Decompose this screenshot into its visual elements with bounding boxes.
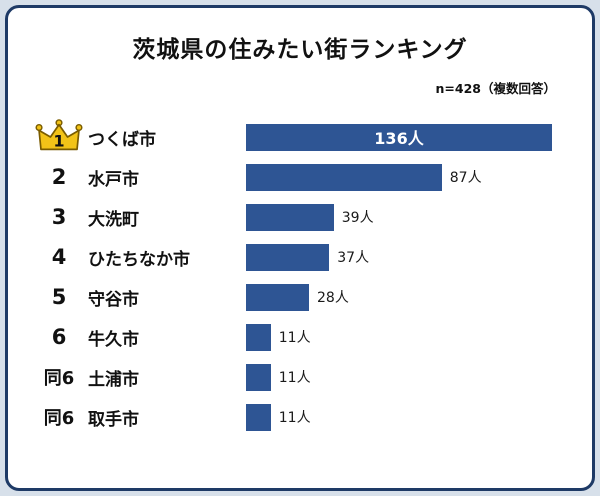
rank-label: 5	[51, 285, 67, 309]
bar	[246, 323, 271, 351]
rank-label: 同6	[43, 368, 75, 389]
city-label: ひたちなか市	[88, 249, 190, 270]
city-label: 土浦市	[88, 369, 139, 390]
ranking-row: 3 大洗町 39人	[30, 197, 570, 237]
rank-label: 2	[51, 165, 67, 189]
value-label: 28人	[317, 290, 349, 306]
bar-track: 11人	[246, 403, 552, 431]
chart-title: 茨城県の住みたい街ランキング	[132, 37, 468, 63]
value-label: 11人	[278, 370, 311, 386]
bar	[246, 243, 330, 271]
city-label: 牛久市	[88, 329, 139, 350]
value-label: 39人	[341, 210, 374, 226]
bar: 136人	[246, 123, 552, 151]
value-label: 11人	[278, 410, 311, 426]
city-label: 取手市	[88, 409, 139, 430]
ranking-row: 6 牛久市 11人	[30, 317, 570, 357]
city-label: 守谷市	[88, 289, 139, 310]
value-label: 37人	[337, 250, 370, 266]
bar-track: 37人	[246, 243, 552, 271]
value-label: 136人	[374, 129, 424, 148]
ranking-row: 4 ひたちなか市 37人	[30, 237, 570, 277]
crown-icon-wrap: 1	[34, 118, 84, 156]
city-label: 大洗町	[88, 209, 139, 230]
bar-track: 11人	[246, 323, 552, 351]
ranking-row: 1 つくば市 136人	[30, 117, 570, 157]
ranking-row: 同6 土浦市 11人	[30, 357, 570, 397]
svg-text:1: 1	[53, 132, 64, 151]
bar	[246, 203, 334, 231]
value-label: 87人	[449, 170, 482, 186]
bar	[246, 283, 309, 311]
bar-track: 39人	[246, 203, 552, 231]
crown-icon: 1	[35, 119, 83, 151]
rank-label: 3	[51, 205, 67, 229]
bar-track: 11人	[246, 363, 552, 391]
bar-track: 87人	[246, 163, 552, 191]
ranking-list: 1 つくば市 136人 2 水戸市 87人 3 大洗町 39人 4 ひたちなか市 37人 5 守谷市 28人…	[30, 117, 570, 437]
city-label: 水戸市	[88, 169, 139, 190]
ranking-row: 5 守谷市 28人	[30, 277, 570, 317]
bar	[246, 403, 271, 431]
bar-track: 136人	[246, 123, 552, 151]
rank-label: 6	[51, 325, 67, 349]
chart-card: 茨城県の住みたい街ランキング n=428（複数回答） 1 つくば市 136人 2 水戸市…	[5, 5, 595, 491]
city-label: つくば市	[88, 129, 156, 150]
bar	[246, 363, 271, 391]
bar	[246, 163, 442, 191]
ranking-row: 同6 取手市 11人	[30, 397, 570, 437]
ranking-row: 2 水戸市 87人	[30, 157, 570, 197]
rank-label: 4	[51, 245, 67, 269]
value-label: 11人	[278, 330, 311, 346]
rank-label: 同6	[43, 408, 75, 429]
sample-size-note: n=428（複数回答）	[435, 81, 556, 96]
rank-label: 1	[30, 118, 88, 156]
bar-track: 28人	[246, 283, 552, 311]
